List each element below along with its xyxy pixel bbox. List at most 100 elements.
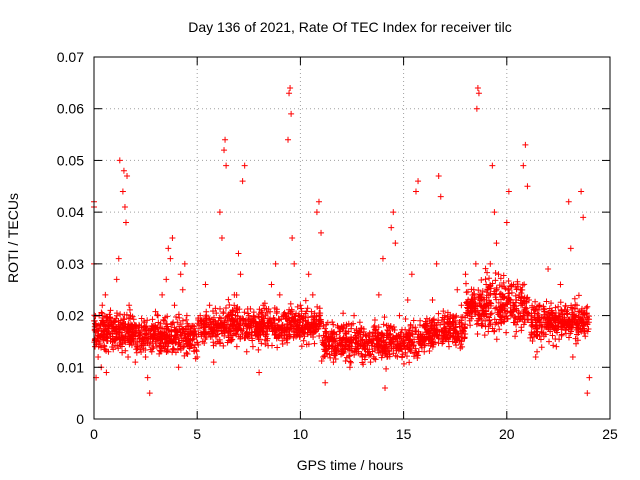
- data-point: [528, 312, 535, 319]
- data-point: [363, 333, 370, 340]
- data-point: [111, 317, 118, 324]
- data-point: [301, 333, 308, 340]
- data-point: [533, 325, 540, 332]
- data-point: [290, 334, 297, 341]
- data-point: [513, 296, 520, 303]
- data-point: [124, 325, 131, 332]
- data-point: [504, 301, 511, 308]
- data-point: [387, 340, 394, 347]
- data-point: [91, 317, 98, 324]
- data-point: [116, 157, 123, 164]
- data-point: [503, 315, 510, 322]
- data-point: [409, 339, 416, 346]
- data-point: [260, 331, 267, 338]
- grid: [94, 57, 610, 419]
- data-point: [462, 330, 469, 337]
- data-point: [435, 172, 442, 179]
- data-point: [332, 355, 339, 362]
- data-point: [437, 193, 444, 200]
- data-point: [521, 294, 528, 301]
- data-point: [313, 323, 320, 330]
- data-point: [115, 345, 122, 352]
- data-point: [454, 286, 461, 293]
- data-point: [512, 284, 519, 291]
- data-point: [161, 317, 168, 324]
- data-point: [228, 338, 235, 345]
- data-point: [394, 342, 401, 349]
- data-point: [410, 317, 417, 324]
- data-point: [102, 346, 109, 353]
- data-point: [177, 321, 184, 328]
- data-point: [495, 271, 502, 278]
- data-point: [475, 90, 482, 97]
- data-point: [271, 305, 278, 312]
- data-point: [302, 317, 309, 324]
- data-point: [147, 325, 154, 332]
- data-point: [203, 308, 210, 315]
- data-point: [514, 318, 521, 325]
- data-point: [99, 314, 106, 321]
- data-point: [331, 351, 338, 358]
- data-point: [426, 348, 433, 355]
- data-point: [298, 343, 305, 350]
- data-point: [245, 312, 252, 319]
- data-point: [249, 337, 256, 344]
- data-point: [95, 338, 102, 345]
- data-point: [581, 311, 588, 318]
- data-point: [194, 320, 201, 327]
- data-point: [229, 311, 236, 318]
- data-point: [525, 310, 532, 317]
- data-point: [313, 209, 320, 216]
- data-point: [493, 304, 500, 311]
- data-point: [553, 325, 560, 332]
- data-point: [512, 333, 519, 340]
- data-point: [237, 271, 244, 278]
- data-point: [171, 302, 178, 309]
- data-point: [353, 325, 360, 332]
- data-point: [371, 317, 378, 324]
- data-point: [221, 332, 228, 339]
- data-point: [315, 198, 322, 205]
- data-point: [505, 286, 512, 293]
- data-point: [560, 311, 567, 318]
- data-point: [346, 347, 353, 354]
- data-point: [276, 291, 283, 298]
- data-point: [347, 359, 354, 366]
- data-point: [458, 302, 465, 309]
- data-point: [283, 336, 290, 343]
- data-point: [150, 322, 157, 329]
- data-point: [465, 311, 472, 318]
- data-point: [146, 390, 153, 397]
- data-point: [433, 260, 440, 267]
- data-point: [224, 327, 231, 334]
- data-point: [317, 319, 324, 326]
- data-point: [580, 214, 587, 221]
- data-point: [503, 219, 510, 226]
- data-point: [210, 320, 217, 327]
- data-point: [426, 336, 433, 343]
- data-point: [565, 316, 572, 323]
- data-point: [298, 308, 305, 315]
- data-point: [343, 343, 350, 350]
- data-point: [365, 352, 372, 359]
- data-point: [221, 319, 228, 326]
- data-point: [524, 183, 531, 190]
- data-point: [404, 297, 411, 304]
- data-point: [268, 281, 275, 288]
- data-point: [553, 343, 560, 350]
- data-point: [185, 343, 192, 350]
- data-point: [487, 302, 494, 309]
- data-point: [164, 347, 171, 354]
- data-point: [182, 334, 189, 341]
- data-point: [528, 329, 535, 336]
- data-point: [120, 316, 127, 323]
- data-point: [574, 337, 581, 344]
- data-point: [272, 260, 279, 267]
- data-point: [285, 136, 292, 143]
- data-point: [210, 308, 217, 315]
- data-point: [303, 341, 310, 348]
- data-point: [417, 317, 424, 324]
- data-point: [251, 329, 258, 336]
- data-point: [355, 343, 362, 350]
- data-point: [105, 348, 112, 355]
